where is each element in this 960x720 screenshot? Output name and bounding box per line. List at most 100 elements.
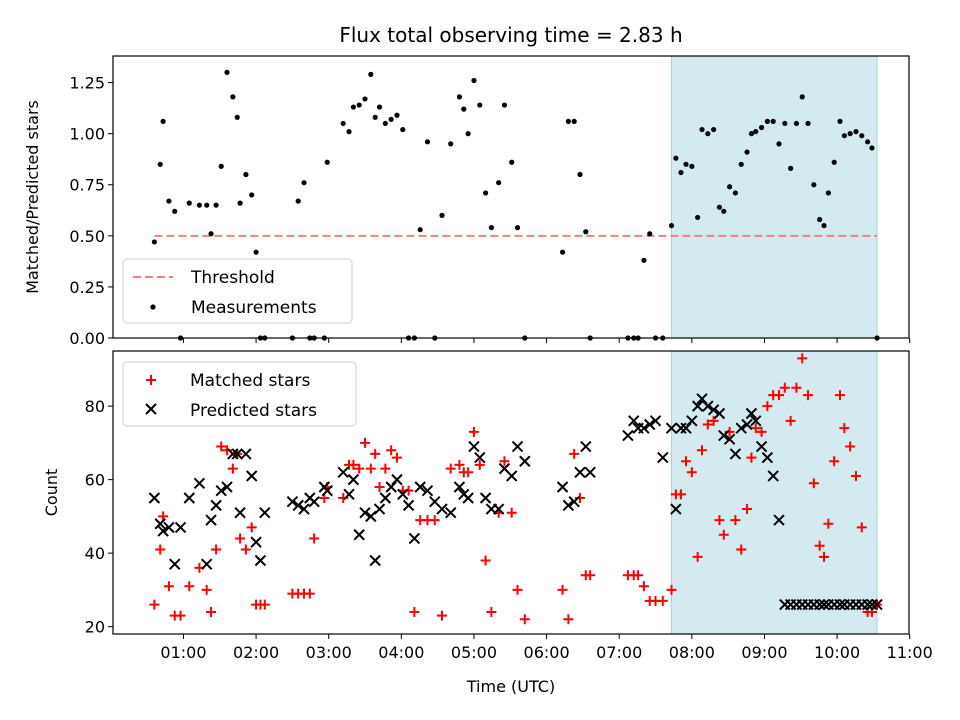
predicted-point — [818, 598, 830, 611]
measurement-point — [465, 131, 471, 137]
measurement-point — [727, 184, 733, 190]
y-tick-label: 20 — [85, 618, 105, 637]
measurement-point — [758, 124, 765, 131]
measurement-point — [770, 118, 776, 124]
measurement-point — [388, 116, 394, 122]
predicted-point — [205, 514, 217, 526]
measurement-point — [748, 131, 754, 137]
matched-point — [585, 570, 596, 581]
measurement-point — [417, 227, 423, 233]
count-panel: 20 40 60 80 01:00 02:00 03:00 04:00 05:00 06:00 07… — [42, 350, 933, 662]
matched-point — [718, 529, 729, 540]
matched-point — [370, 448, 381, 459]
predicted-point — [574, 466, 586, 478]
predicted-point — [391, 473, 403, 486]
predicted-point — [154, 518, 166, 530]
matched-point — [216, 441, 227, 452]
matched-point — [348, 459, 359, 470]
measurement-point — [559, 249, 566, 255]
matched-point — [454, 459, 465, 470]
x-tick-label: 03:00 — [306, 643, 352, 662]
matched-point — [365, 463, 376, 474]
measurement-point — [853, 129, 859, 135]
measurement-point — [837, 118, 843, 124]
predicted-point — [506, 470, 518, 482]
measurement-point — [721, 208, 727, 214]
measurement-point — [825, 190, 831, 196]
y-tick-label: 1.25 — [69, 74, 105, 93]
matched-point — [206, 606, 217, 617]
matched-point — [201, 584, 212, 595]
predicted-point — [215, 484, 227, 497]
matched-point — [714, 515, 725, 526]
matched-point — [563, 614, 574, 625]
matched-point — [839, 423, 850, 434]
x-tick-label: 02:00 — [233, 643, 279, 662]
measurement-point — [372, 114, 378, 120]
matched-point — [211, 544, 222, 555]
matched-point — [227, 463, 238, 474]
x-tick-label: 06:00 — [524, 643, 570, 662]
matched-point — [633, 570, 644, 581]
y-tick-label: 40 — [85, 544, 105, 563]
matched-point — [742, 504, 753, 515]
measurement-point — [647, 231, 653, 237]
measurement-point — [230, 94, 236, 100]
predicted-point — [408, 532, 421, 545]
predicted-point — [584, 466, 596, 478]
measurement-point — [571, 118, 577, 124]
measurement-point — [683, 161, 689, 167]
predicted-point — [580, 440, 592, 453]
matched-point — [374, 481, 385, 492]
measurement-point — [461, 106, 467, 112]
predicted-point — [298, 503, 310, 515]
measurement-point — [157, 161, 163, 167]
matched-point — [823, 518, 834, 529]
legend-label-threshold: Threshold — [190, 268, 275, 288]
measurement-point — [841, 133, 847, 139]
matched-point — [762, 401, 773, 412]
predicted-point — [492, 503, 505, 515]
matched-point — [773, 390, 784, 401]
predicted-point — [644, 418, 656, 431]
measurement-point — [711, 126, 717, 133]
predicted-point — [445, 507, 457, 519]
predicted-point — [250, 536, 262, 548]
measurement-point — [376, 104, 383, 110]
measurement-point — [400, 126, 406, 133]
predicted-point — [628, 415, 640, 427]
measurement-point — [208, 231, 214, 237]
measurement-point — [847, 131, 853, 137]
measurement-point — [753, 129, 759, 135]
measurement-point — [869, 145, 875, 151]
predicted-point — [308, 495, 320, 508]
measurement-point — [439, 212, 445, 218]
matched-point — [246, 522, 257, 533]
predicted-point — [148, 492, 161, 504]
matched-point — [474, 459, 485, 470]
measurement-point — [151, 239, 157, 245]
matched-point — [681, 456, 692, 467]
measurement-point — [196, 202, 203, 208]
y-axis-label: Count — [42, 469, 61, 517]
highlight-region — [671, 350, 878, 635]
predicted-point — [369, 554, 381, 567]
highlight-region — [671, 55, 878, 339]
predicted-point — [254, 554, 267, 567]
matched-point — [360, 437, 371, 448]
predicted-point — [246, 470, 258, 482]
measurement-point — [477, 102, 483, 108]
measurement-point — [234, 114, 240, 120]
predicted-point — [568, 495, 580, 508]
legend-box — [122, 258, 353, 324]
matched-point — [391, 452, 402, 463]
y-tick-label: 80 — [85, 397, 105, 416]
chart-title: Flux total observing time = 2.83 h — [339, 23, 682, 47]
matched-point — [785, 415, 796, 426]
measurement-point — [831, 159, 837, 165]
measurement-point — [482, 190, 489, 196]
predicted-point — [414, 481, 426, 493]
ratio-panel: 0.00 0.25 0.50 0.75 1.00 1.25 Matched/Predicte… — [23, 55, 911, 348]
measurement-point — [362, 96, 368, 102]
matched-point — [304, 588, 315, 599]
